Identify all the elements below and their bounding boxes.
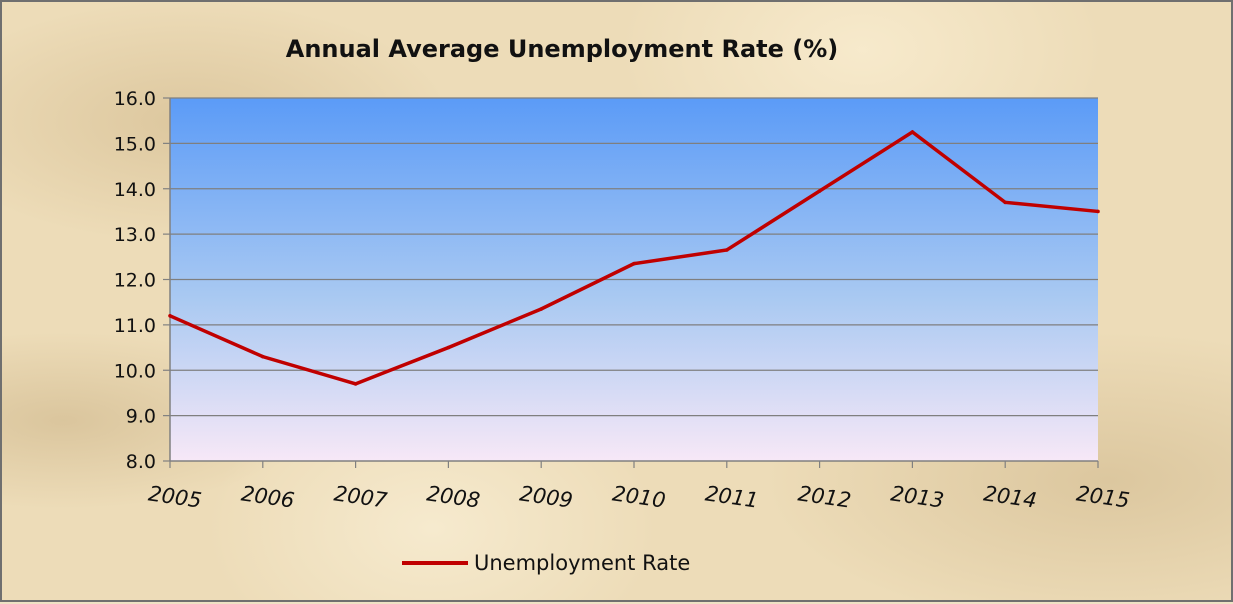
- x-axis-ticks: 2005 2006 2007 2008 2009 2010 2011 2012 2013 2014…: [147, 461, 1131, 513]
- y-tick-label: 10.0: [114, 360, 156, 382]
- data-point: [539, 307, 543, 311]
- y-tick-label: 8.0: [126, 451, 156, 473]
- y-tick-label: 16.0: [114, 88, 156, 110]
- x-tick-label: 2013: [889, 481, 945, 512]
- y-axis-ticks: 8.0 9.0 10.0 11.0 12.0 13.0 14.0 15.0 16.0: [114, 88, 170, 473]
- data-point: [353, 382, 358, 386]
- series-group: [168, 129, 1100, 386]
- y-tick-label: 11.0: [114, 315, 156, 337]
- legend: Unemployment Rate: [402, 551, 690, 575]
- x-tick-label: 2009: [518, 481, 574, 512]
- y-tick-label: 15.0: [114, 133, 156, 155]
- data-point: [1096, 209, 1100, 214]
- x-tick-label: 2005: [147, 481, 203, 512]
- x-tick-label: 2011: [704, 481, 760, 512]
- legend-label: Unemployment Rate: [474, 551, 690, 575]
- data-point: [725, 248, 729, 252]
- x-tick-label: 2006: [240, 481, 296, 512]
- chart-title: Annual Average Unemployment Rate (%): [286, 35, 838, 63]
- x-tick-label: 2012: [796, 481, 852, 512]
- y-tick-label: 14.0: [114, 179, 156, 201]
- data-point: [817, 189, 822, 193]
- x-tick-label: 2010: [611, 481, 667, 512]
- data-point: [1003, 200, 1007, 205]
- x-tick-label: 2015: [1075, 481, 1131, 512]
- data-point: [910, 130, 915, 134]
- y-tick-label: 9.0: [126, 406, 156, 428]
- data-point: [632, 261, 636, 266]
- y-tick-label: 13.0: [114, 224, 156, 246]
- data-point: [261, 354, 265, 359]
- x-tick-label: 2007: [332, 481, 389, 512]
- gridlines: [170, 97, 1098, 417]
- data-point: [168, 314, 172, 318]
- y-tick-label: 12.0: [114, 270, 156, 292]
- x-tick-label: 2014: [982, 481, 1038, 512]
- x-tick-label: 2008: [425, 481, 481, 512]
- data-point: [446, 345, 451, 350]
